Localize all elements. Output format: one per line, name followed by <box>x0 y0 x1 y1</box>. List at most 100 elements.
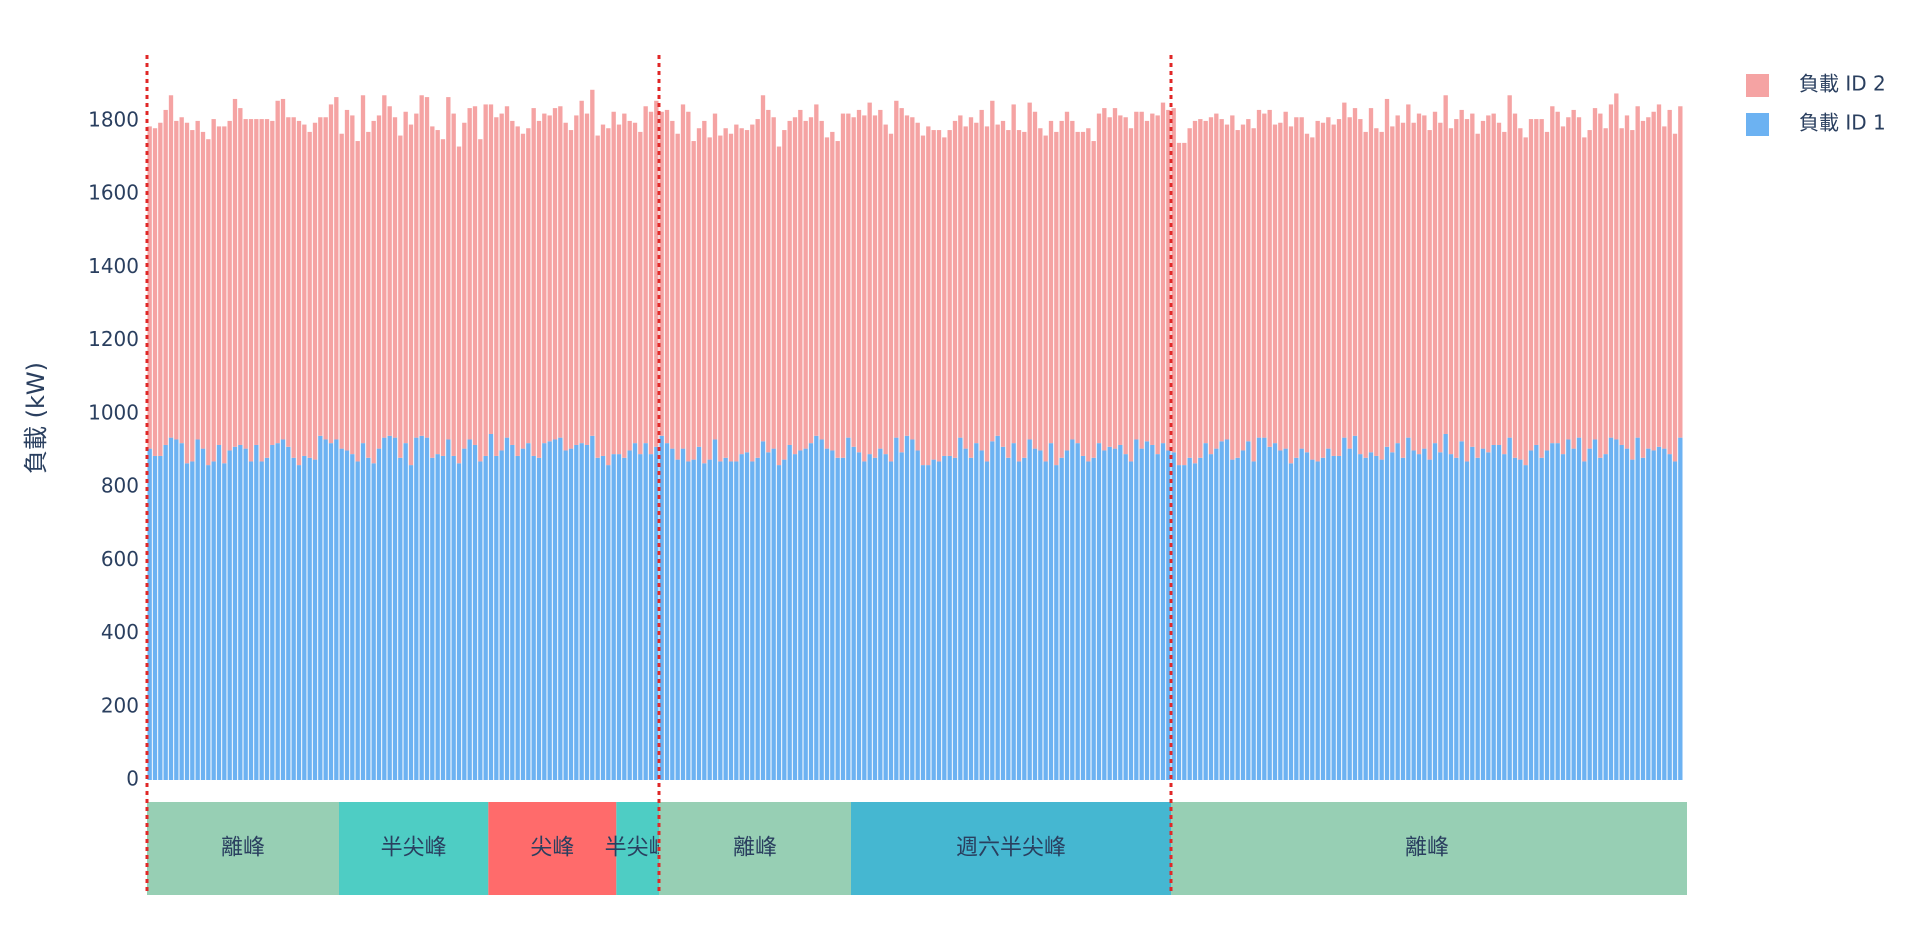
bar <box>968 457 974 780</box>
bar <box>1651 450 1656 780</box>
bar <box>1416 113 1422 455</box>
bar <box>1144 120 1150 442</box>
bar <box>382 437 387 780</box>
bar <box>222 126 227 464</box>
bar <box>1656 446 1662 780</box>
bar <box>851 117 856 447</box>
bar <box>878 448 883 780</box>
bar <box>440 455 446 780</box>
period-band <box>659 802 851 895</box>
bar <box>947 130 952 456</box>
bar <box>488 433 494 780</box>
bar <box>152 455 158 780</box>
bar <box>1438 122 1443 453</box>
bar <box>264 457 270 780</box>
bar <box>787 120 792 445</box>
bar <box>1320 457 1326 780</box>
bar <box>147 448 152 780</box>
bar <box>1454 119 1459 458</box>
bar <box>1587 448 1592 780</box>
bar <box>1502 454 1507 780</box>
bar <box>718 461 723 780</box>
bar <box>558 437 563 780</box>
bar <box>1512 457 1518 780</box>
bar <box>168 437 174 780</box>
bar <box>328 443 334 780</box>
bar <box>1614 439 1619 780</box>
bar <box>734 461 739 780</box>
bar <box>862 115 867 462</box>
bar <box>1235 457 1240 780</box>
period-label: 半尖峰 <box>381 836 447 861</box>
bar <box>696 128 702 447</box>
bar <box>707 459 712 780</box>
bar <box>952 457 958 780</box>
bar <box>1315 461 1320 780</box>
bar <box>840 457 846 780</box>
bar <box>600 124 606 456</box>
bar <box>1016 130 1022 462</box>
bar <box>1390 126 1395 453</box>
bar <box>1400 457 1406 780</box>
bar <box>1048 443 1054 780</box>
bar <box>1448 128 1454 455</box>
bar <box>1662 126 1667 449</box>
bar <box>1454 457 1459 780</box>
bar <box>387 106 392 436</box>
bar <box>1603 454 1608 780</box>
bar <box>1534 119 1539 445</box>
period-band <box>851 802 1171 895</box>
bar <box>376 448 382 780</box>
bar <box>344 109 350 451</box>
bar <box>1507 437 1512 780</box>
bar <box>499 450 504 780</box>
bar <box>728 133 734 462</box>
bar <box>520 448 526 780</box>
bar <box>504 106 510 438</box>
bar <box>1187 128 1192 458</box>
bar <box>744 452 750 780</box>
bar <box>424 437 430 780</box>
period-band <box>339 802 489 895</box>
bar <box>835 141 840 458</box>
bar <box>952 120 958 458</box>
bar <box>595 457 600 780</box>
bar <box>1635 106 1640 438</box>
bar <box>910 439 915 780</box>
bar <box>1592 439 1598 780</box>
bar <box>1235 130 1240 458</box>
bar <box>1320 122 1326 458</box>
bar <box>691 141 696 460</box>
bar <box>1086 128 1091 462</box>
bar <box>456 463 462 780</box>
bar <box>179 117 184 444</box>
bar <box>1363 131 1368 458</box>
bar <box>1054 465 1059 780</box>
bar <box>1507 95 1512 438</box>
bar <box>526 443 531 780</box>
bar <box>622 113 627 458</box>
bar <box>1587 130 1592 449</box>
bar <box>1150 113 1155 445</box>
bar <box>536 457 542 780</box>
bar <box>1384 446 1390 780</box>
bar <box>931 130 936 460</box>
bar <box>216 444 222 780</box>
bar <box>1566 439 1571 780</box>
bar <box>184 122 190 464</box>
bar <box>1027 439 1032 780</box>
bar <box>712 439 718 780</box>
bar <box>856 109 862 453</box>
bar <box>1198 457 1203 780</box>
bar <box>958 437 963 780</box>
bar <box>163 109 168 445</box>
bar <box>1112 108 1118 449</box>
bar <box>563 122 568 451</box>
bar <box>542 113 547 444</box>
legend-text: 負載 ID 2 <box>1799 72 1886 96</box>
bar <box>531 455 536 780</box>
bar <box>798 450 803 780</box>
bar <box>670 448 675 780</box>
bar <box>504 437 510 780</box>
bar <box>248 461 254 780</box>
